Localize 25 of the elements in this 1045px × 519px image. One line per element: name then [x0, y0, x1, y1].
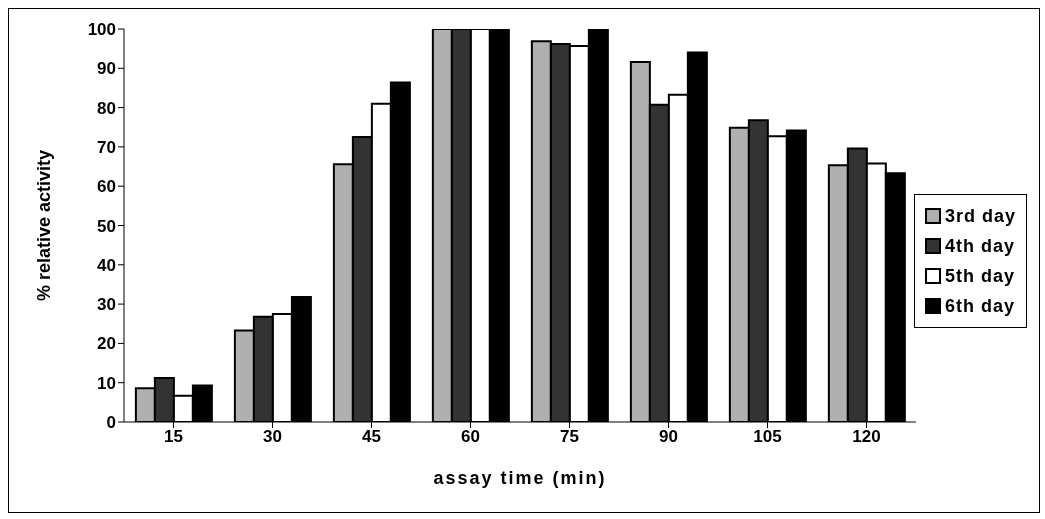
y-tick-label: 40 [97, 255, 116, 275]
x-tick-label: 60 [461, 427, 480, 447]
y-tick-label: 20 [97, 334, 116, 354]
x-axis-title: assay time (min) [433, 468, 607, 488]
x-tick-label: 30 [263, 427, 282, 447]
y-tick-label: 10 [97, 373, 116, 393]
y-tick-label: 50 [97, 216, 116, 236]
y-tick-label: 30 [97, 295, 116, 315]
x-tick-label: 45 [362, 427, 381, 447]
legend-label: 3rd day [944, 204, 1016, 228]
y-tick-label: 60 [97, 177, 116, 197]
y-axis-title: % relative activity [34, 149, 55, 302]
y-tick-label: 70 [97, 137, 116, 157]
y-tick-label: 100 [87, 20, 116, 40]
legend-label: 6th day [944, 294, 1015, 318]
x-tick-label: 105 [753, 427, 782, 447]
x-tick-label: 15 [164, 427, 183, 447]
y-tick-label: 90 [97, 59, 116, 79]
legend-label: 4th day [944, 234, 1015, 258]
x-tick-label: 90 [659, 427, 678, 447]
x-tick-label: 120 [852, 427, 881, 447]
legend-label: 5th day [944, 264, 1015, 288]
y-tick-label: 80 [97, 98, 116, 118]
x-tick-label: 75 [560, 427, 579, 447]
y-tick-label: 0 [106, 413, 116, 433]
